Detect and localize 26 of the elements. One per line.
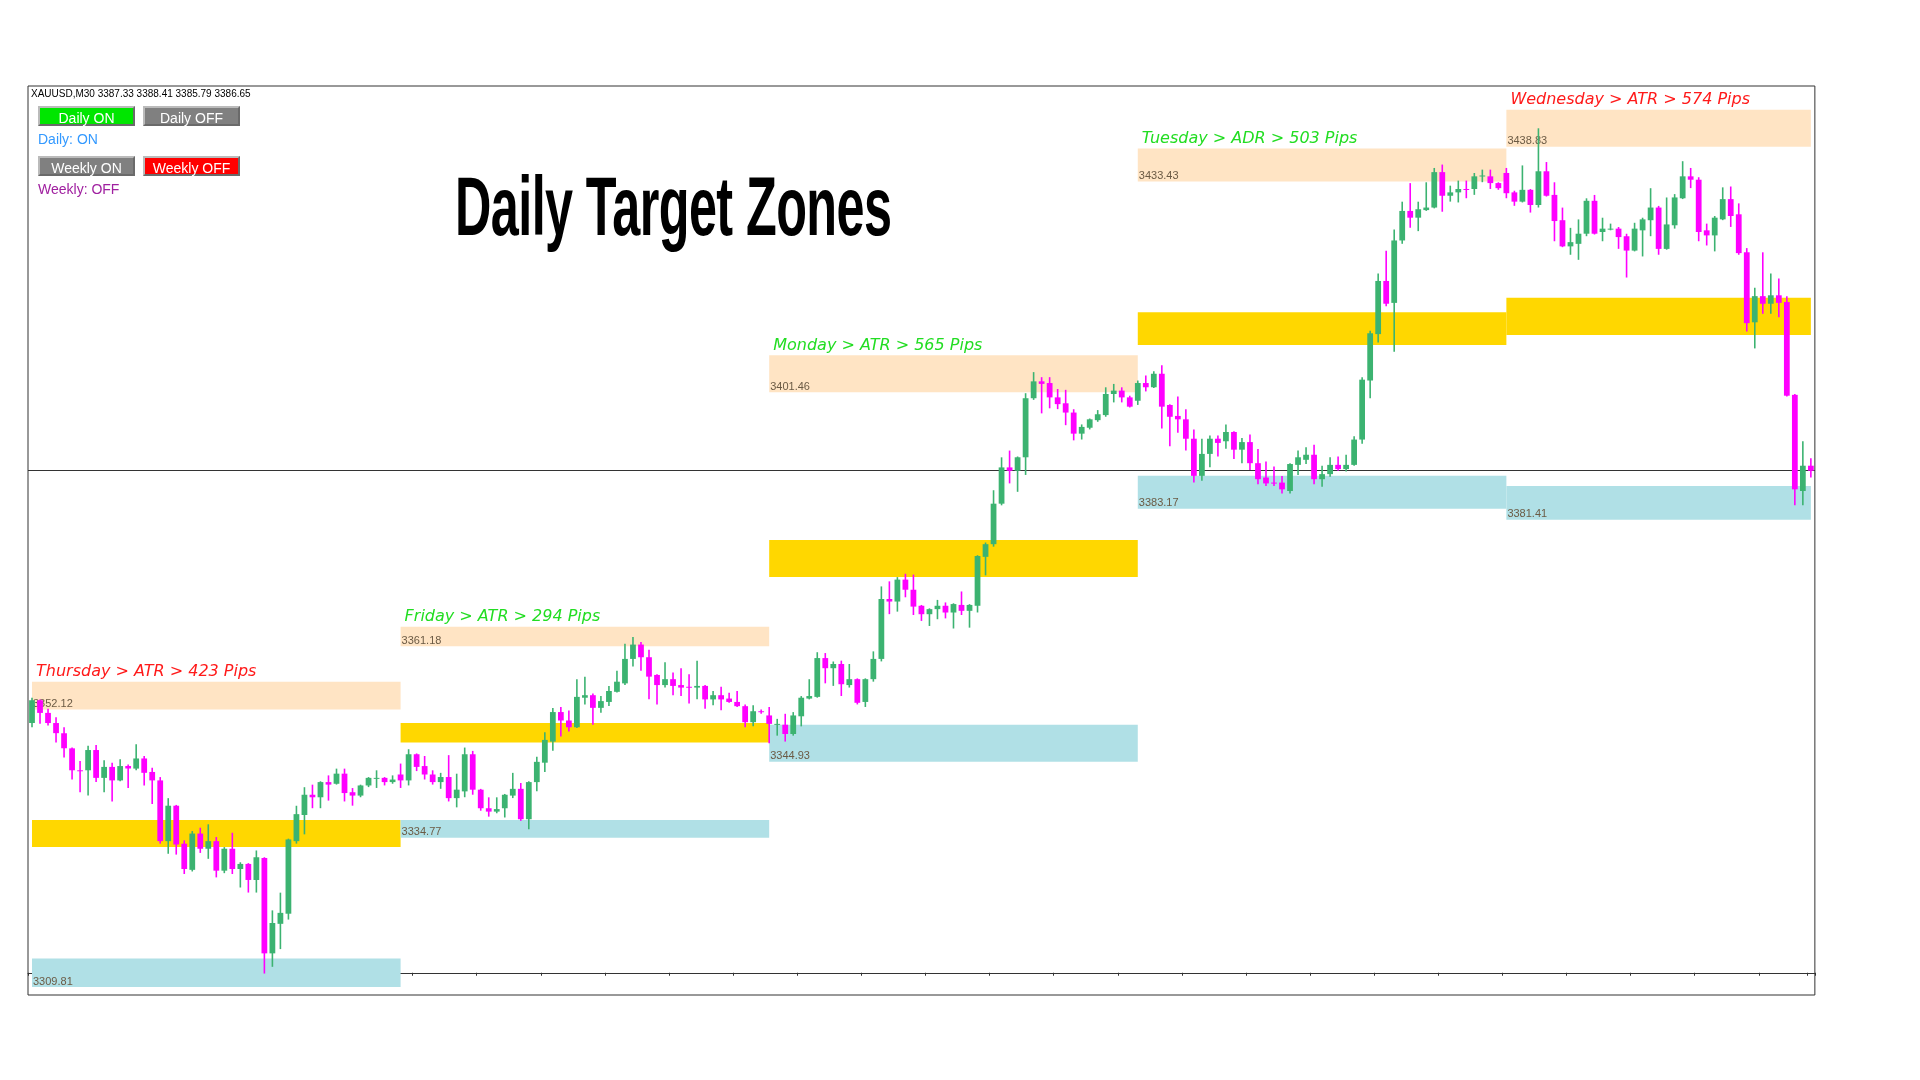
annotation: Tuesday > ADR > 503 Pips	[1141, 128, 1358, 147]
band-label: 3361.18	[401, 633, 442, 646]
annotation: Monday > ATR > 565 Pips	[773, 334, 983, 354]
text: XAUUSD,M30 3387.33 3388.41 3385.79 3386.65	[31, 88, 251, 99]
band-label: 3344.93	[770, 749, 810, 762]
candlestick	[1062, 389, 1069, 426]
candlestick	[1687, 167, 1694, 189]
candlestick	[886, 581, 893, 615]
band-label: 3381.41	[1507, 507, 1548, 520]
chart-title: Daily Target Zones	[455, 158, 892, 255]
text: Daily OFF	[143, 106, 240, 126]
annotation: Daily: ON	[38, 131, 98, 147]
band-label: 3309.81	[33, 974, 73, 987]
annotation: Thursday > ATR > 423 Pips	[36, 661, 257, 681]
candlestick	[1054, 388, 1061, 410]
annotation: Weekly OFF	[143, 156, 240, 176]
annotation: Weekly: OFF	[38, 181, 120, 197]
text: Wednesday > ATR > 574 Pips	[1510, 89, 1750, 109]
candlestick	[1038, 377, 1045, 414]
band-label: 3334.77	[401, 825, 442, 838]
annotation: Friday > ATR > 294 Pips	[404, 606, 601, 626]
band-label: 3383.17	[1138, 496, 1179, 509]
text: Daily ON	[38, 106, 135, 126]
band-label: 3433.43	[1138, 168, 1179, 181]
band-label: 3401.46	[770, 379, 810, 392]
annotation: Weekly ON	[38, 156, 135, 176]
